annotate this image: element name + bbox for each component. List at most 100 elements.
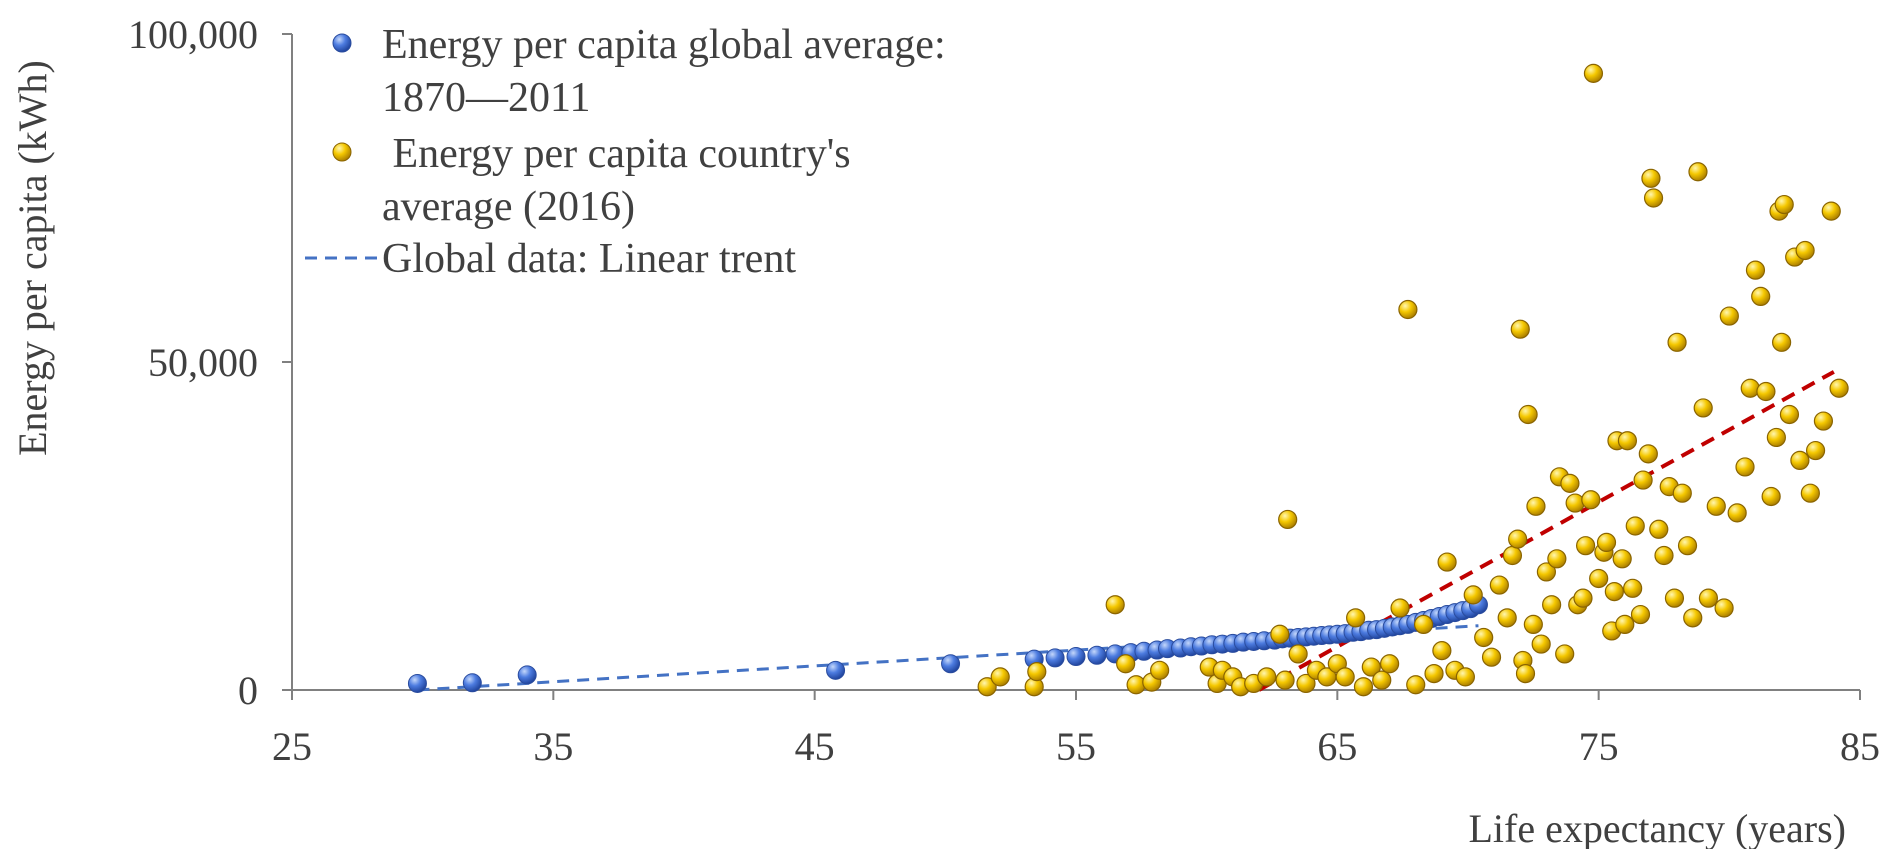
country-data-point [1612, 549, 1632, 569]
y-tick-label: 0 [238, 668, 258, 713]
country-data-point [1542, 595, 1562, 615]
country-data-point [1766, 427, 1786, 448]
x-tick-label: 35 [533, 724, 573, 769]
country-data-point [1654, 545, 1674, 566]
country-data-point [1555, 644, 1575, 664]
country-data-point [1424, 663, 1444, 684]
country-data-point [1027, 662, 1047, 682]
country-data-point [1361, 657, 1381, 677]
country-data-point [1641, 168, 1661, 188]
country-data-point [1698, 588, 1719, 608]
country-data-point [1604, 581, 1624, 602]
country-data-point [1413, 614, 1434, 635]
legend-marker-global [332, 33, 352, 53]
country-data-point [1518, 404, 1538, 425]
global-data-point [1045, 648, 1065, 668]
country-data-point [1800, 483, 1820, 503]
trendlines [417, 370, 1835, 692]
global-data-point [517, 665, 537, 685]
country-data-point [1150, 660, 1170, 680]
country-data-point [1706, 496, 1726, 516]
country-data-point [1275, 670, 1295, 690]
country-data-point [1745, 260, 1766, 280]
country-data-point [1714, 598, 1734, 618]
country-data-point [1688, 162, 1708, 182]
country-data-point [1437, 552, 1457, 572]
country-data-point [1463, 585, 1483, 605]
country-data-point [1751, 286, 1771, 306]
country-data-point [1575, 536, 1596, 556]
country-data-point [1821, 201, 1841, 221]
country-data-point [1589, 568, 1609, 589]
country-data-point [1515, 663, 1536, 684]
global-data-point [1066, 647, 1086, 667]
country-data-point [1398, 299, 1418, 320]
x-tick-label: 45 [795, 724, 835, 769]
country-data-point [1677, 536, 1698, 556]
legend-label-country-line2: average (2016) [382, 184, 635, 230]
country-data-point [1638, 444, 1658, 464]
country-data-point [990, 667, 1010, 687]
country-data-point [1630, 604, 1651, 625]
country-data-point [1353, 677, 1374, 697]
legend-label-country-line1: Energy per capita country's [382, 131, 851, 177]
series-country-average [977, 63, 1849, 697]
country-data-point [1406, 675, 1426, 695]
legend-marker-country [332, 142, 352, 162]
global-data-point [826, 660, 846, 680]
global-data-point [462, 673, 482, 693]
y-tick-label: 50,000 [148, 340, 258, 385]
country-data-point [1288, 644, 1308, 664]
country-data-point [1105, 595, 1125, 615]
country-data-point [1615, 614, 1635, 635]
country-data-point [1756, 381, 1776, 402]
country-data-point [1667, 332, 1687, 352]
country-data-point [1510, 319, 1530, 339]
country-data-point [1581, 490, 1601, 510]
country-data-point [1649, 519, 1669, 539]
country-data-point [1583, 63, 1604, 83]
country-data-point [1643, 188, 1664, 208]
country-data-point [1346, 608, 1366, 628]
country-data-point [1547, 549, 1567, 569]
country-data-point [1771, 332, 1792, 352]
country-data-point [1735, 457, 1755, 477]
country-data-point [1502, 545, 1523, 566]
country-data-point [1560, 473, 1580, 493]
country-data-point [1270, 624, 1290, 644]
country-data-point [1536, 562, 1557, 582]
country-data-point [1531, 634, 1551, 654]
country-data-point [1296, 673, 1316, 694]
country-data-point [1372, 670, 1392, 690]
global-data-point [941, 654, 961, 674]
legend-label-trend: Global data: Linear trent [382, 236, 796, 282]
x-tick-label: 25 [272, 724, 312, 769]
country-data-point [1126, 675, 1146, 695]
country-data-point [1489, 575, 1509, 595]
country-data-point [1740, 378, 1760, 398]
country-data-point [1625, 516, 1645, 536]
x-tick-label: 65 [1317, 724, 1357, 769]
country-data-point [1672, 483, 1692, 503]
country-data-point [977, 677, 997, 697]
country-data-point [1432, 641, 1452, 661]
country-data-point [1683, 608, 1703, 628]
global-data-point [1087, 645, 1107, 665]
country-data-point [1455, 667, 1475, 687]
country-data-point [1664, 588, 1685, 608]
country-data-point [1497, 608, 1517, 628]
legend: Energy per capita global average: 1870—2… [305, 22, 946, 282]
country-data-point [1795, 240, 1815, 261]
country-data-point [1474, 627, 1494, 648]
country-data-point [1719, 306, 1739, 326]
country-data-point [1573, 588, 1593, 608]
country-data-point [1805, 440, 1826, 461]
country-data-point [1508, 529, 1528, 549]
global-data-point [407, 673, 427, 693]
y-axis-title: Energy per capita (kWh) [10, 60, 55, 456]
country-trendline [1257, 370, 1835, 692]
x-tick-label: 85 [1840, 724, 1880, 769]
country-data-point [1790, 450, 1810, 470]
